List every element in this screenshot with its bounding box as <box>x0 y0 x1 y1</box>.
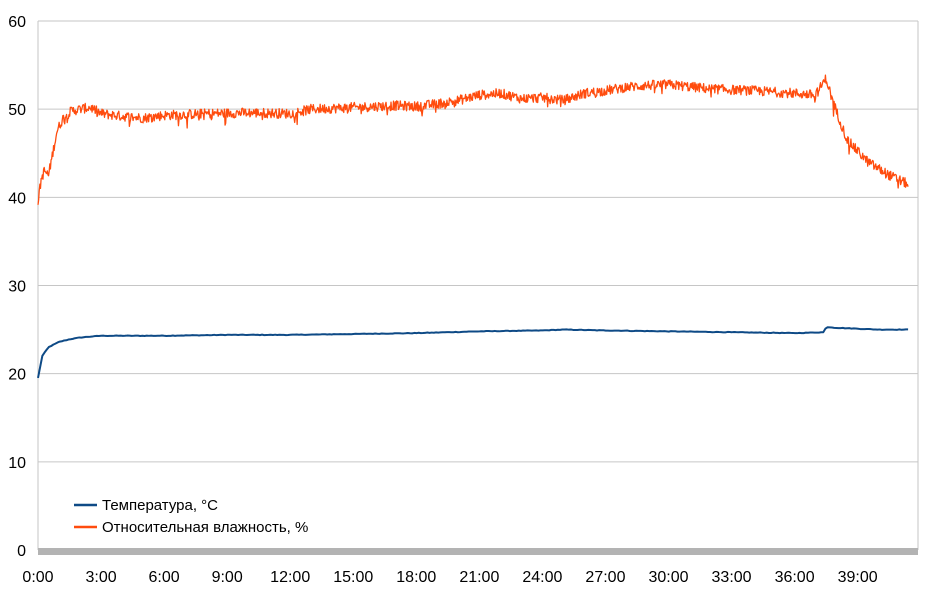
legend-label: Относительная влажность, % <box>102 519 308 536</box>
x-axis-band <box>38 548 918 555</box>
x-axis-bar <box>38 548 918 555</box>
y-tick-label: 30 <box>8 279 26 296</box>
x-tick-label: 3:00 <box>85 569 116 586</box>
x-tick-label: 33:00 <box>712 569 752 586</box>
x-tick-label: 6:00 <box>149 569 180 586</box>
x-tick-label: 18:00 <box>396 569 436 586</box>
y-tick-label: 20 <box>8 367 26 384</box>
x-tick-label: 15:00 <box>333 569 373 586</box>
y-tick-label: 10 <box>8 455 26 472</box>
legend-label: Температура, °C <box>102 497 218 514</box>
legend: Температура, °C Относительная влажность, … <box>74 497 308 536</box>
gridlines <box>37 20 919 550</box>
y-tick-label: 50 <box>8 102 26 119</box>
series-line-0 <box>37 326 909 379</box>
x-tick-label: 39:00 <box>838 569 878 586</box>
y-tick-label: 60 <box>8 14 26 31</box>
x-tick-label: 0:00 <box>22 569 53 586</box>
y-tick-label: 0 <box>17 543 26 560</box>
x-tick-label: 12:00 <box>270 569 310 586</box>
y-tick-label: 40 <box>8 190 26 207</box>
x-tick-label: 36:00 <box>775 569 815 586</box>
y-tick-labels: 0 10 20 30 40 50 60 <box>8 14 26 560</box>
x-tick-label: 27:00 <box>585 569 625 586</box>
x-tick-label: 30:00 <box>648 569 688 586</box>
x-tick-labels: 0:00 3:00 6:00 9:00 12:00 15:00 18:00 21:00 24:0… <box>22 569 877 586</box>
series-line-1 <box>37 74 909 205</box>
x-tick-label: 21:00 <box>459 569 499 586</box>
series-layer <box>37 74 909 379</box>
x-tick-label: 24:00 <box>522 569 562 586</box>
x-tick-label: 9:00 <box>212 569 243 586</box>
